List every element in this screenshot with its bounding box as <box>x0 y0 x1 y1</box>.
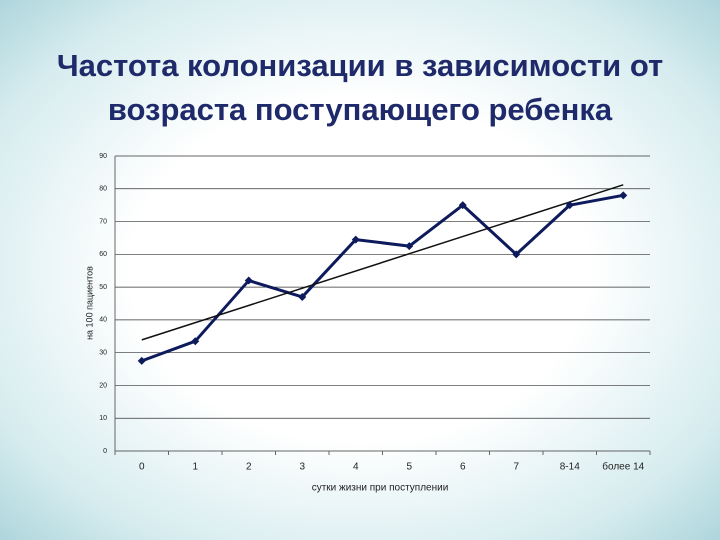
series-line <box>141 193 624 363</box>
y-tick-label: 30 <box>99 350 107 357</box>
title: Частота колонизации в зависимости от воз… <box>0 44 720 132</box>
marker <box>351 235 360 244</box>
y-tick-label: 10 <box>99 415 107 422</box>
x-tick-label: 1 <box>192 462 198 473</box>
y-tick-label: 40 <box>99 317 107 324</box>
marker <box>565 201 574 210</box>
marker <box>458 201 467 210</box>
marker <box>137 356 146 365</box>
x-tick-label: 8-14 <box>560 462 580 473</box>
title-line: возраста поступающего ребенка <box>107 92 613 127</box>
y-tick-label: 0 <box>103 448 107 455</box>
marker <box>512 250 521 259</box>
y-tick-label: 50 <box>99 284 107 291</box>
x-tick-label: 3 <box>299 462 305 473</box>
title-line: Частота колонизации в зависимости от <box>56 48 664 83</box>
x-axis-label: сутки жизни при поступлении <box>312 483 449 494</box>
x-tick-label: 4 <box>353 462 359 473</box>
y-tick-label: 20 <box>99 382 107 389</box>
marker <box>619 191 628 200</box>
y-axis-label: на 100 пациентов <box>84 266 94 340</box>
y-tick-label: 80 <box>99 186 107 193</box>
x-tick-label: 7 <box>513 462 519 473</box>
x-tick-label: более 14 <box>602 461 644 473</box>
marker <box>244 276 253 285</box>
y-tick-label: 90 <box>99 153 107 160</box>
x-tick-label: 5 <box>406 462 412 473</box>
marker <box>405 242 414 251</box>
x-tick-label: 6 <box>460 462 466 473</box>
y-tick-label: 60 <box>99 251 107 258</box>
x-tick-label: 0 <box>139 462 145 473</box>
marker <box>191 337 200 346</box>
x-tick-label: 2 <box>246 462 252 473</box>
marker <box>298 292 307 301</box>
trend-line <box>141 184 624 341</box>
y-tick-label: 70 <box>99 218 107 225</box>
